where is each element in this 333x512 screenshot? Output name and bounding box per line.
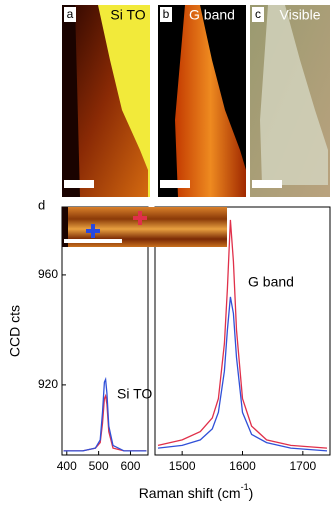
- red-cross: [133, 211, 147, 225]
- scale-bar: [64, 180, 94, 188]
- x-tick-label: 1700: [289, 459, 316, 473]
- x-axis-label-sup: -1: [241, 482, 249, 492]
- panel-title: Visible: [280, 7, 321, 23]
- label-box: [160, 7, 172, 22]
- y-tick-label: 960: [38, 267, 58, 281]
- panel-a: a Si TO: [62, 5, 150, 197]
- panel-title: Si TO: [110, 7, 145, 23]
- y-tick-label: 920: [38, 377, 58, 391]
- x-tick-label: 1500: [169, 459, 196, 473]
- panel-label: a: [67, 7, 74, 21]
- scale-bar: [64, 239, 122, 243]
- blue-cross: [86, 224, 100, 238]
- annotation: Si TO: [117, 386, 152, 402]
- panel-label: b: [163, 7, 170, 21]
- image-dark: [62, 5, 80, 197]
- spectrum-line: [157, 296, 328, 452]
- panel-label: c: [255, 7, 261, 21]
- panel-c: c Visible: [250, 5, 330, 197]
- y-axis-label: CCD cts: [7, 305, 23, 357]
- scale-bar: [160, 180, 190, 188]
- image-flake: [175, 5, 246, 197]
- image-flake: [62, 5, 148, 197]
- x-tick-label: 500: [89, 459, 109, 473]
- x-axis-label: Raman shift (cm-1): [139, 482, 254, 500]
- x-axis-label-text: Raman shift (cm: [139, 485, 241, 501]
- plot: 920 960 400 500 600 1500 1600 1700 Si TO G band: [38, 206, 331, 473]
- inset-edge: [62, 207, 68, 247]
- panel-b: b G band: [158, 5, 246, 197]
- x-tick-label: 1600: [229, 459, 256, 473]
- spectrum-line: [63, 376, 147, 452]
- scale-bar: [252, 180, 282, 188]
- image-flake: [260, 5, 328, 185]
- annotation: G band: [248, 274, 294, 290]
- spectrum-line: [63, 393, 147, 452]
- axis-break: [149, 452, 154, 458]
- panel-title: G band: [189, 7, 235, 23]
- spectrum-line: [157, 219, 328, 449]
- x-tick-label: 400: [57, 459, 77, 473]
- panel-label: d: [38, 197, 45, 212]
- x-tick-label: 600: [120, 459, 140, 473]
- label-box: [252, 7, 264, 22]
- label-box: [64, 7, 76, 22]
- inset-image: [62, 207, 227, 247]
- x-axis-label-end: ): [249, 485, 254, 501]
